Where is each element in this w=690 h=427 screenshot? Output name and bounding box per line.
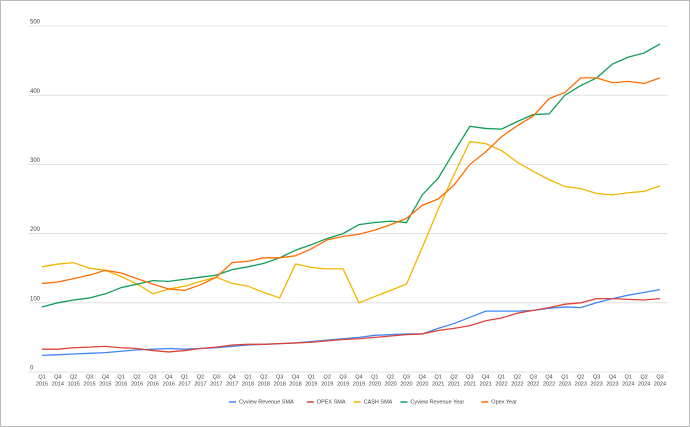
x-tick-label: Q2 [260,374,267,380]
x-tick-label: Q4 [355,374,362,380]
legend-label: Cyview Revenue Year [410,399,464,405]
x-tick-label: 2022 [511,381,523,387]
y-tick-label: 300 [30,158,41,164]
x-tick-label: Q1 [371,374,378,380]
x-tick-label: Q4 [292,374,299,380]
x-tick-label: Q1 [118,374,125,380]
x-tick-label: 2016 [131,381,143,387]
x-tick-label: Q3 [656,374,663,380]
series-line [41,140,661,304]
series-line [41,43,661,308]
x-tick-label: Q1 [561,374,568,380]
x-tick-label: Q2 [577,374,584,380]
x-tick-label: Q3 [86,374,93,380]
x-tick-label: Q1 [434,374,441,380]
x-tick-label: Q2 [70,374,77,380]
x-tick-label: Q4 [482,374,489,380]
legend-label: Cyview Revenue SMA [239,399,294,405]
x-tick-label: Q1 [498,374,505,380]
x-tick-label: 2024 [622,381,634,387]
series-line [41,77,661,292]
x-tick-label: 2018 [289,381,301,387]
x-tick-label: 2024 [654,381,666,387]
x-tick-label: Q4 [419,374,426,380]
y-tick-label: 500 [30,20,41,26]
x-tick-label: 2019 [337,381,349,387]
x-tick-label: Q2 [514,374,521,380]
x-tick-label: Q4 [165,374,172,380]
x-tick-label: Q1 [625,374,632,380]
x-tick-label: Q3 [276,374,283,380]
x-tick-label: Q2 [640,374,647,380]
x-tick-label: 2021 [464,381,476,387]
x-tick-label: 2023 [575,381,587,387]
legend: Cyview Revenue SMA OPEX SMA CASH SMA Cyview… [229,399,517,405]
x-tick-label: 2022 [527,381,539,387]
x-tick-label: 2021 [448,381,460,387]
y-tick-label: 400 [30,89,41,95]
x-tick-label: 2015 [36,381,48,387]
x-tick-label: Q2 [387,374,394,380]
x-tick-label: Q3 [530,374,537,380]
legend-label: CASH SMA [364,399,393,405]
x-tick-label: 2023 [559,381,571,387]
x-tick-label: Q4 [545,374,552,380]
x-tick-label: 2023 [590,381,602,387]
x-tick-label: 2021 [480,381,492,387]
x-tick-label: 2019 [321,381,333,387]
legend-label: Opex Year [491,399,517,405]
x-tick-label: Q1 [181,374,188,380]
x-tick-label: Q2 [197,374,204,380]
x-tick-label: Q2 [324,374,331,380]
x-tick-label: 2015 [83,381,95,387]
x-tick-label: 2020 [384,381,396,387]
x-tick-label: 2016 [115,381,127,387]
x-tick-label: 2024 [638,381,650,387]
x-tick-label: Q3 [593,374,600,380]
x-tick-label: Q3 [213,374,220,380]
x-tick-label: Q3 [149,374,156,380]
x-tick-label: 2018 [258,381,270,387]
x-tick-label: 2023 [606,381,618,387]
x-tick-label: Q2 [133,374,140,380]
series-line [42,297,661,353]
x-tick-label: Q3 [403,374,410,380]
x-tick-label: Q1 [244,374,251,380]
legend-label: OPEX SMA [317,399,346,405]
x-tick-label: 2019 [353,381,365,387]
x-tick-label: 2022 [495,381,507,387]
x-tick-label: 2014 [52,381,64,387]
x-tick-label: 2017 [226,381,238,387]
x-tick-label: 2020 [400,381,412,387]
x-tick-label: Q2 [450,374,457,380]
x-tick-label: 1015 [68,381,80,387]
x-tick-label: 2017 [210,381,222,387]
y-tick-label: 200 [30,227,41,233]
x-tick-label: 2017 [178,381,190,387]
x-tick-label: 2015 [99,381,111,387]
x-tick-label: Q4 [54,374,61,380]
x-tick-label: Q4 [102,374,109,380]
x-tick-label: 2022 [543,381,555,387]
x-tick-label: 2017 [194,381,206,387]
x-tick-label: 2016 [163,381,175,387]
x-tick-label: 2018 [274,381,286,387]
x-tick-label: 2016 [147,381,159,387]
x-tick-label: 2020 [369,381,381,387]
y-tick-label: 0 [30,366,34,372]
x-tick-label: Q1 [308,374,315,380]
x-tick-label: Q3 [339,374,346,380]
x-tick-label: Q1 [38,374,45,380]
x-tick-label: 2018 [242,381,254,387]
x-tick-label: 2021 [432,381,444,387]
x-tick-label: Q4 [228,374,235,380]
y-tick-label: 100 [30,296,41,302]
x-tick-label: 2019 [305,381,317,387]
x-tick-label: 2020 [416,381,428,387]
x-tick-label: Q4 [609,374,616,380]
x-tick-label: Q3 [466,374,473,380]
